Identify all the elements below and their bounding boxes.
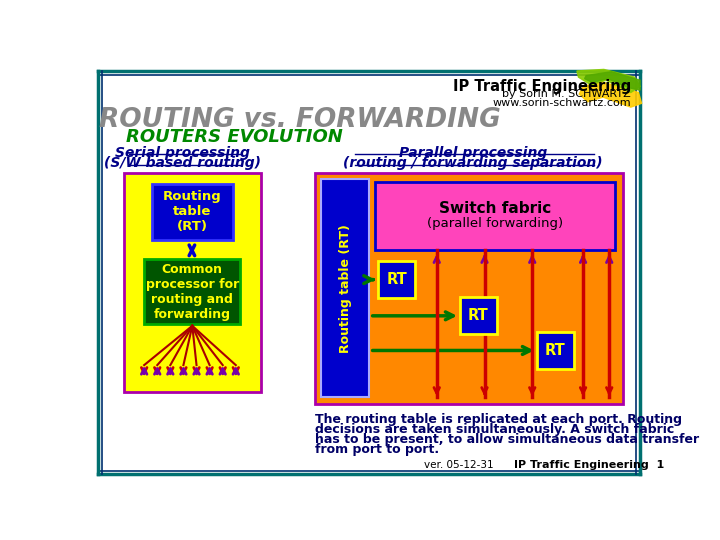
Text: RT: RT — [468, 308, 489, 323]
Text: Routing table (RT): Routing table (RT) — [338, 224, 351, 353]
Text: (routing / forwarding separation): (routing / forwarding separation) — [343, 157, 603, 171]
Polygon shape — [585, 72, 640, 90]
Text: (S/W based routing): (S/W based routing) — [104, 157, 261, 171]
Text: has to be present, to allow simultaneous data transfer: has to be present, to allow simultaneous… — [315, 433, 699, 446]
FancyBboxPatch shape — [315, 173, 623, 403]
Text: (parallel forwarding): (parallel forwarding) — [427, 217, 563, 230]
Text: ver. 05-12-31: ver. 05-12-31 — [425, 460, 494, 470]
FancyBboxPatch shape — [144, 259, 240, 325]
Text: Serial processing: Serial processing — [115, 146, 250, 160]
FancyBboxPatch shape — [460, 298, 497, 334]
Text: by Sorin M. SCHWARTZ: by Sorin M. SCHWARTZ — [502, 90, 631, 99]
Text: from port to port.: from port to port. — [315, 443, 439, 456]
Text: RT: RT — [387, 272, 407, 287]
FancyBboxPatch shape — [124, 173, 261, 392]
FancyBboxPatch shape — [321, 179, 369, 397]
Text: The routing table is replicated at each port. Routing: The routing table is replicated at each … — [315, 413, 682, 426]
Text: IP Traffic Engineering  1: IP Traffic Engineering 1 — [514, 460, 664, 470]
Text: www.sorin-schwartz.com: www.sorin-schwartz.com — [492, 98, 631, 108]
Text: Routing
table
(RT): Routing table (RT) — [163, 191, 222, 233]
Polygon shape — [577, 70, 640, 92]
FancyBboxPatch shape — [152, 184, 233, 240]
Polygon shape — [579, 82, 642, 107]
FancyBboxPatch shape — [375, 182, 616, 249]
Text: RT: RT — [545, 343, 566, 358]
Text: Common
processor for
routing and
forwarding: Common processor for routing and forward… — [145, 262, 239, 321]
Text: Switch fabric: Switch fabric — [439, 201, 552, 217]
FancyBboxPatch shape — [378, 261, 415, 298]
Text: decisions are taken simultaneously. A switch fabric: decisions are taken simultaneously. A sw… — [315, 423, 675, 436]
Text: IP Traffic Engineering: IP Traffic Engineering — [453, 79, 631, 93]
Text: ROUTING vs. FORWARDING: ROUTING vs. FORWARDING — [99, 107, 500, 133]
FancyBboxPatch shape — [537, 332, 574, 369]
Text: ROUTERS EVOLUTION: ROUTERS EVOLUTION — [126, 128, 343, 146]
Text: Parallel processing: Parallel processing — [399, 146, 547, 160]
